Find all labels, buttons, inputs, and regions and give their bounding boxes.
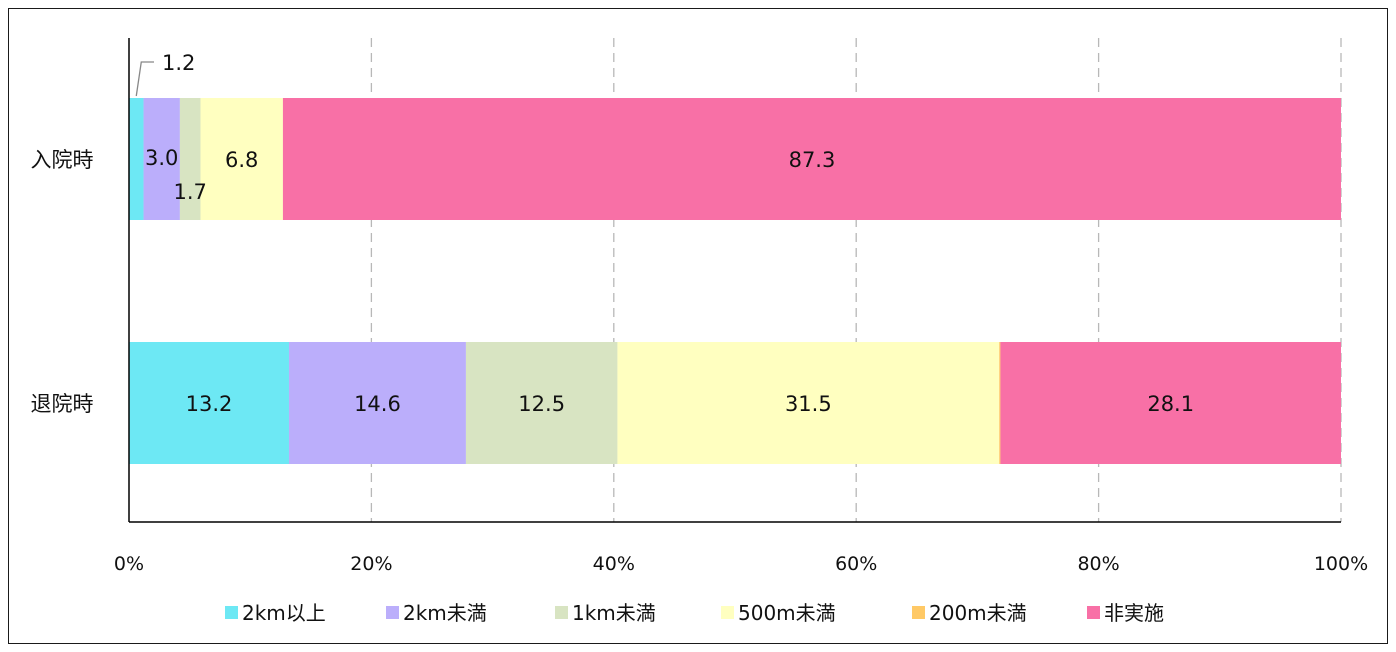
data-label: 12.5 (518, 392, 565, 416)
data-label: 13.2 (186, 392, 233, 416)
legend-label: 200m未満 (929, 601, 1027, 625)
category-label: 入院時 (31, 148, 94, 172)
legend-label: 500m未満 (738, 601, 836, 625)
legend-label: 2km以上 (242, 601, 326, 625)
x-tick-label: 20% (350, 553, 392, 575)
legend-swatch (912, 606, 925, 619)
x-tick-label: 100% (1314, 553, 1368, 575)
bar-segment (999, 342, 1001, 464)
bar-segment (129, 342, 289, 464)
bar-segment (143, 98, 180, 220)
legend-label: 2km未満 (403, 601, 487, 625)
x-tick-label: 40% (593, 553, 635, 575)
legend: 2km以上 2km未満 1km未満 500m未満 200m未満 非実施 (225, 601, 1164, 625)
legend-swatch (225, 606, 238, 619)
x-tick-label: 60% (835, 553, 877, 575)
bar-segment (1000, 342, 1341, 464)
data-labels: 1.2 3.0 1.7 6.8 87.3 13.2 14.6 12.5 31.5 28.1 (135, 51, 1194, 416)
data-label: 87.3 (789, 148, 836, 172)
bar-segment (200, 98, 283, 220)
legend-label: 非実施 (1104, 601, 1164, 625)
data-label: 3.0 (145, 146, 178, 170)
bar-segment (129, 98, 144, 220)
category-label: 退院時 (31, 392, 94, 416)
leader-line (135, 61, 154, 97)
bar-segment (179, 98, 201, 220)
bar-segment (465, 342, 618, 464)
x-tick-label: 0% (114, 553, 144, 575)
data-label: 31.5 (785, 392, 832, 416)
legend-label: 1km未満 (572, 601, 656, 625)
bar-segment (617, 342, 1000, 464)
legend-swatch (555, 606, 568, 619)
data-label: 1.2 (162, 51, 195, 75)
data-label: 1.7 (174, 180, 207, 204)
data-label: 28.1 (1147, 392, 1194, 416)
legend-swatch (1087, 606, 1100, 619)
data-label: 6.8 (225, 148, 258, 172)
bar-segment (282, 98, 1341, 220)
legend-swatch (386, 606, 399, 619)
legend-swatch (721, 606, 734, 619)
data-label: 14.6 (354, 392, 401, 416)
x-tick-label: 80% (1077, 553, 1119, 575)
bars (129, 98, 1341, 464)
bar-segment (288, 342, 466, 464)
